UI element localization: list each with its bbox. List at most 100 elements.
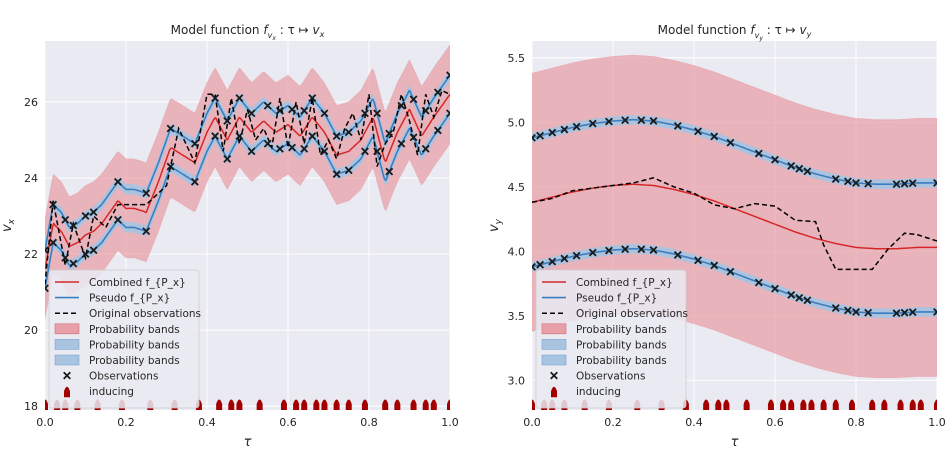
inducing-marker — [869, 399, 876, 410]
observation-marker — [332, 132, 341, 141]
probability-band-blue-upper — [532, 114, 937, 190]
legend-label: Probability bands — [89, 339, 180, 351]
y-tick-label: 22 — [24, 248, 38, 261]
x-tick-label: 0.6 — [279, 416, 297, 429]
observation-marker — [81, 250, 90, 258]
observation-marker — [247, 109, 256, 118]
legend-label: Pseudo f_{P_x} — [89, 293, 170, 305]
inducing-marker — [743, 399, 750, 410]
y-tick-label: 18 — [24, 400, 38, 413]
x-tick-label: 1.0 — [441, 416, 459, 429]
legend-label: Probability bands — [576, 324, 667, 336]
inducing-marker — [723, 399, 730, 410]
observation-marker — [787, 161, 796, 170]
inducing-marker — [256, 399, 263, 410]
observation-marker — [421, 144, 430, 153]
observation-marker — [385, 167, 394, 176]
observation-marker — [373, 109, 382, 118]
original-observations-line — [45, 89, 450, 285]
observation-marker — [45, 246, 49, 255]
inducing-marker — [917, 399, 924, 410]
probability-band-blue-lower — [532, 243, 937, 319]
legend-label: Original observations — [89, 308, 201, 320]
observation-marker — [831, 175, 840, 183]
observation-marker — [532, 133, 536, 142]
observation-marker — [446, 109, 450, 118]
legend-swatch-red-band — [54, 323, 80, 335]
y-tick-label: 3.5 — [508, 310, 526, 323]
observation-marker — [373, 147, 382, 156]
observation-marker — [344, 128, 353, 137]
inducing-marker — [301, 399, 308, 410]
legend-label: Original observations — [576, 308, 688, 320]
observation-marker — [69, 221, 78, 230]
inducing-marker — [422, 399, 429, 410]
observation-marker — [223, 154, 232, 163]
legend-label: Pseudo f_{P_x} — [576, 293, 657, 305]
x-tick-label: 0.0 — [523, 416, 541, 429]
observation-marker — [308, 94, 317, 102]
observation-marker — [673, 121, 682, 130]
observation-marker — [864, 179, 873, 188]
observation-marker — [548, 128, 557, 137]
observation-marker — [900, 179, 909, 188]
inducing-marker — [703, 399, 710, 410]
chart-title-part: v — [799, 23, 807, 37]
observation-marker — [536, 260, 545, 269]
observation-marker — [89, 208, 98, 217]
chart-panel-vy: 0.0 0.2 0.4 0.6 0.8 1.03.03.54.04.55.05.5τvyM… — [487, 23, 946, 450]
observation-marker — [300, 144, 309, 153]
observation-marker — [803, 296, 812, 305]
observation-marker — [900, 308, 909, 317]
observation-marker — [409, 133, 418, 142]
chart-title: Model function fvy : τ ↦ vy — [658, 23, 812, 42]
observation-marker — [166, 124, 175, 133]
observation-marker — [288, 105, 296, 114]
observation-marker — [49, 238, 58, 247]
observation-marker — [235, 132, 244, 141]
legend-swatch-blue-band — [54, 339, 80, 350]
x-tick-label: 0.6 — [766, 416, 784, 429]
observation-marker — [637, 116, 646, 125]
legend-swatch-blue-band — [541, 354, 567, 366]
observation-marker — [223, 116, 232, 125]
inducing-marker — [881, 399, 888, 410]
observation-marker — [787, 290, 796, 299]
observation-marker — [694, 127, 702, 136]
observation-marker — [536, 131, 545, 140]
legend-box — [48, 269, 200, 409]
legend: Combined f_{P_x} Pseudo f_{P_x} Original o… — [48, 269, 201, 409]
x-axis-label: τ — [731, 435, 739, 450]
observation-marker — [320, 147, 329, 156]
x-tick-label: 0.2 — [117, 416, 135, 429]
legend-label: Combined f_{P_x} — [89, 277, 186, 289]
x-tick-label: 0.2 — [604, 416, 622, 429]
observation-marker — [771, 284, 779, 293]
chart-title-part: Model function — [658, 23, 751, 37]
y-tick-label: 3.0 — [508, 374, 526, 387]
legend-label: Observations — [576, 371, 645, 383]
inducing-marker — [820, 399, 827, 410]
observation-marker — [605, 117, 613, 126]
y-tick-label: 26 — [24, 96, 38, 109]
inducing-marker — [780, 399, 787, 410]
observation-marker — [190, 139, 199, 148]
observation-marker — [892, 309, 901, 318]
legend-box — [535, 269, 687, 409]
observation-marker — [933, 308, 937, 316]
observation-marker — [409, 95, 418, 104]
legend-label: Combined f_{P_x} — [576, 277, 673, 289]
legend-swatch-red-band — [541, 323, 567, 335]
observation-marker — [446, 71, 450, 80]
legend-swatch-blue-band — [54, 354, 80, 366]
legend-swatch-blue-band — [541, 339, 567, 350]
observation-marker — [572, 251, 581, 260]
y-tick-label: 4.5 — [508, 181, 526, 194]
observation-marker — [61, 253, 70, 262]
observation-marker — [621, 245, 630, 254]
chart-title-part: x — [319, 30, 325, 39]
legend-swatch-observations — [550, 371, 558, 380]
chart-title-part: v — [312, 23, 320, 37]
x-tick-label: 1.0 — [928, 416, 946, 429]
observation-marker — [864, 308, 873, 317]
